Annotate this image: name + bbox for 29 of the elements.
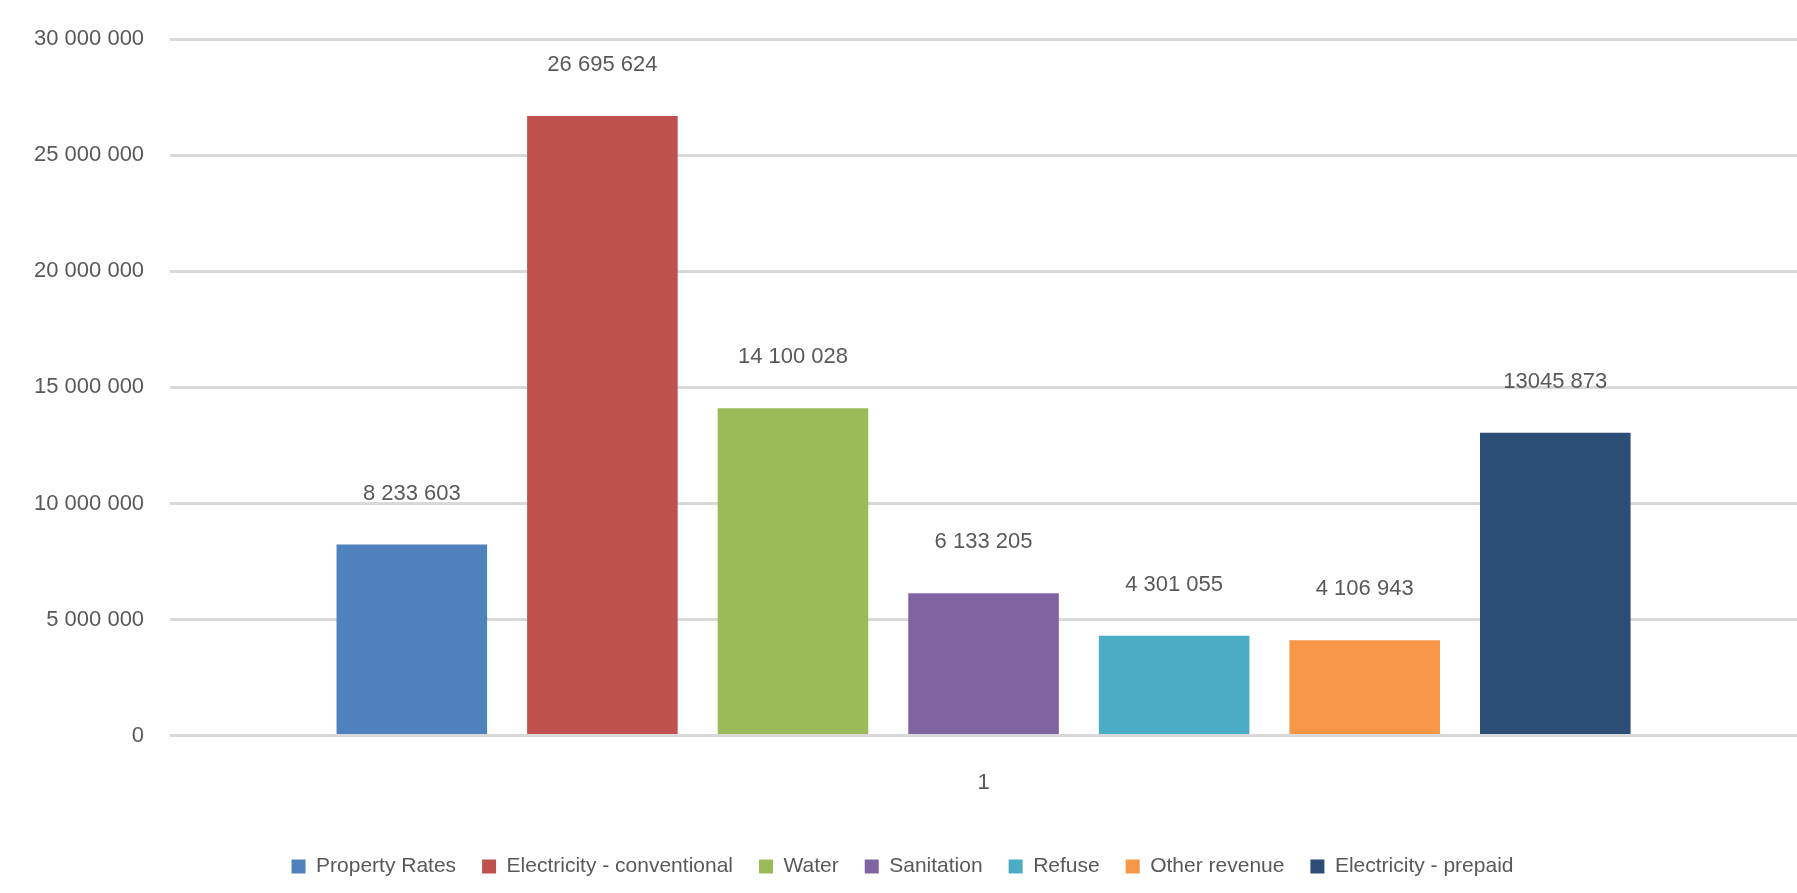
data-label: 4 301 055: [1125, 570, 1224, 596]
legend-label: Other revenue: [1150, 853, 1285, 877]
data-label: 6 133 205: [934, 528, 1033, 554]
y-tick-label: 25 000 000: [34, 141, 145, 167]
y-tick-label: 20 000 000: [34, 257, 145, 283]
legend-label: Electricity - conventional: [506, 853, 734, 877]
bar: [717, 408, 869, 735]
bar: [1098, 635, 1250, 735]
y-tick-label: 0: [131, 721, 145, 747]
data-label: 8 233 603: [362, 479, 461, 505]
y-tick-label: 15 000 000: [34, 373, 145, 399]
y-tick-label: 10 000 000: [34, 489, 145, 515]
legend-label: Sanitation: [889, 853, 983, 877]
y-tick-label: 5 000 000: [46, 605, 145, 631]
bar: [336, 544, 488, 735]
data-label: 14 100 028: [737, 343, 849, 369]
data-label: 4 106 943: [1315, 575, 1414, 601]
data-label: 26 695 624: [547, 50, 658, 76]
bar: [1289, 640, 1440, 735]
legend-label: Property Rates: [316, 853, 457, 877]
legend-label: Water: [783, 853, 839, 877]
y-tick-label: 30 000 000: [34, 25, 145, 51]
x-tick-label: 1: [977, 768, 990, 794]
data-label: 13045 873: [1503, 367, 1608, 393]
legend-label: Refuse: [1033, 853, 1100, 877]
bar: [527, 115, 678, 735]
bar: [1480, 432, 1631, 735]
bar: [908, 593, 1059, 735]
legend-label: Electricity - prepaid: [1334, 853, 1514, 877]
